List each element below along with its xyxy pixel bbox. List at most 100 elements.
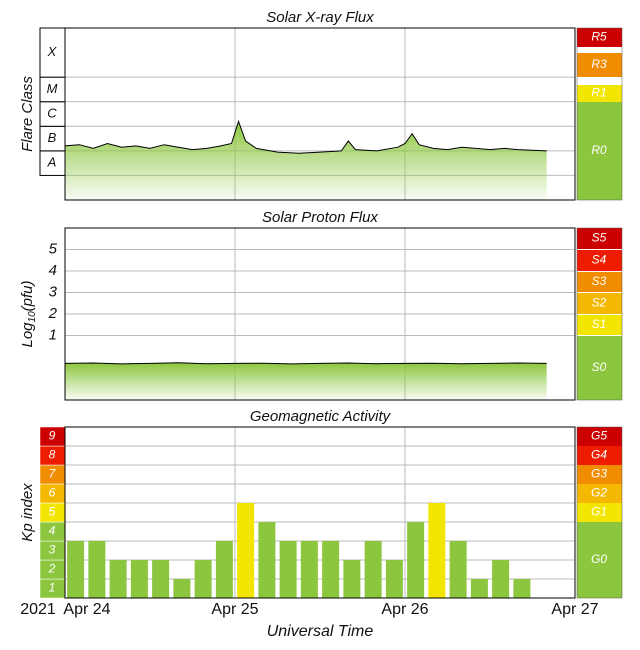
kp-bar — [237, 503, 255, 598]
flare-class-box — [39, 125, 66, 152]
scale-label: R5 — [591, 30, 607, 44]
panel-title: Geomagnetic Activity — [250, 408, 392, 425]
y-tick-label: 8 — [49, 448, 56, 462]
kp-bar — [300, 541, 318, 598]
kp-bar — [407, 522, 425, 598]
y-axis-label: Log10(pfu) — [19, 280, 38, 347]
y-tick-label: 5 — [49, 505, 56, 519]
y-axis-label-part: Log — [19, 322, 36, 348]
y-tick-label: 9 — [49, 429, 56, 443]
y-axis-label: Kp index — [19, 483, 36, 542]
y-tick-label: 3 — [49, 543, 56, 557]
y-tick-label: C — [47, 105, 57, 120]
scale-label: S5 — [592, 231, 607, 245]
scale-box — [577, 446, 622, 465]
kp-bar — [364, 541, 382, 598]
scale-label: R1 — [591, 86, 606, 100]
kp-bar — [109, 560, 127, 598]
kp-bar — [428, 503, 446, 598]
scale-frame — [576, 27, 623, 201]
y-tick-label: 4 — [49, 524, 56, 538]
flux-area — [65, 362, 547, 400]
kp-bar — [322, 541, 340, 598]
scale-label: S2 — [592, 296, 607, 310]
y-tick-label: 4 — [49, 262, 57, 279]
kp-bar — [215, 541, 233, 598]
kp-bar — [130, 560, 148, 598]
y-tick-label: 7 — [49, 467, 57, 481]
scale-box — [577, 293, 622, 314]
y-axis-label: Flare Class — [19, 76, 36, 152]
y-tick-label: 2 — [48, 562, 56, 576]
kp-bar — [385, 560, 403, 598]
y-tick-label: B — [48, 130, 57, 145]
flux-line — [64, 362, 547, 365]
kp-bar — [343, 560, 361, 598]
y-tick-label: A — [47, 155, 57, 170]
y-tick-label: 1 — [49, 326, 57, 343]
scale-box — [577, 315, 622, 335]
plot-frame — [64, 27, 576, 201]
y-tick-label: X — [47, 44, 58, 59]
scale-box — [577, 336, 622, 400]
x-tick-label: Apr 26 — [381, 601, 428, 618]
scale-label: G0 — [591, 552, 607, 566]
plot-frame — [64, 426, 576, 599]
x-tick-label: Apr 27 — [551, 601, 598, 618]
flux-area — [65, 121, 547, 200]
scale-label: R3 — [591, 57, 607, 71]
scale-box — [577, 28, 622, 47]
kp-bar — [513, 579, 531, 598]
plot-frame — [64, 227, 576, 401]
scale-label: S1 — [592, 317, 607, 331]
scale-box — [577, 427, 622, 446]
scale-box — [577, 272, 622, 292]
kp-bar — [492, 560, 510, 598]
kp-bar — [67, 541, 85, 598]
kp-bar — [279, 541, 297, 598]
y-tick-label: 6 — [49, 486, 56, 500]
y-axis-label-part: (pfu) — [19, 280, 36, 311]
scale-box — [577, 484, 622, 503]
scale-box — [577, 465, 622, 484]
scale-label: R0 — [591, 143, 607, 157]
year-label: 2021 — [20, 601, 56, 618]
flare-class-box — [39, 150, 66, 176]
x-tick-label: Apr 25 — [211, 601, 258, 618]
panel-title: Solar Proton Flux — [262, 209, 378, 226]
scale-box — [577, 53, 622, 77]
y-tick-label: M — [47, 81, 58, 96]
scale-label: G4 — [591, 448, 607, 462]
kp-bar — [88, 541, 106, 598]
scale-box — [577, 250, 622, 271]
scale-label: S0 — [592, 360, 607, 374]
x-axis-label: Universal Time — [267, 623, 374, 640]
panel-title: Solar X-ray Flux — [266, 9, 374, 26]
kp-bar — [258, 522, 276, 598]
scale-label: S3 — [592, 274, 607, 288]
kp-bar — [194, 560, 212, 598]
y-axis-label-part: 10 — [27, 311, 38, 323]
scale-box — [577, 228, 622, 249]
kp-bar — [173, 579, 191, 598]
scale-label: G1 — [591, 505, 607, 519]
flare-class-box — [39, 27, 66, 78]
kp-bar — [152, 560, 170, 598]
y-tick-label: 1 — [49, 581, 56, 595]
scale-label: G2 — [591, 486, 607, 500]
scale-label: S4 — [592, 253, 607, 267]
x-tick-label: Apr 24 — [63, 601, 110, 618]
flux-line — [64, 119, 547, 154]
scale-box — [577, 522, 622, 598]
y-tick-label: 5 — [49, 240, 58, 257]
scale-frame — [576, 227, 623, 401]
scale-frame — [576, 426, 623, 599]
kp-bar — [470, 579, 488, 598]
scale-box — [577, 102, 622, 200]
scale-label: G5 — [591, 429, 607, 443]
scale-box — [577, 503, 622, 522]
y-tick-label: 3 — [49, 283, 58, 300]
scale-box — [577, 85, 622, 102]
scale-label: G3 — [591, 467, 607, 481]
